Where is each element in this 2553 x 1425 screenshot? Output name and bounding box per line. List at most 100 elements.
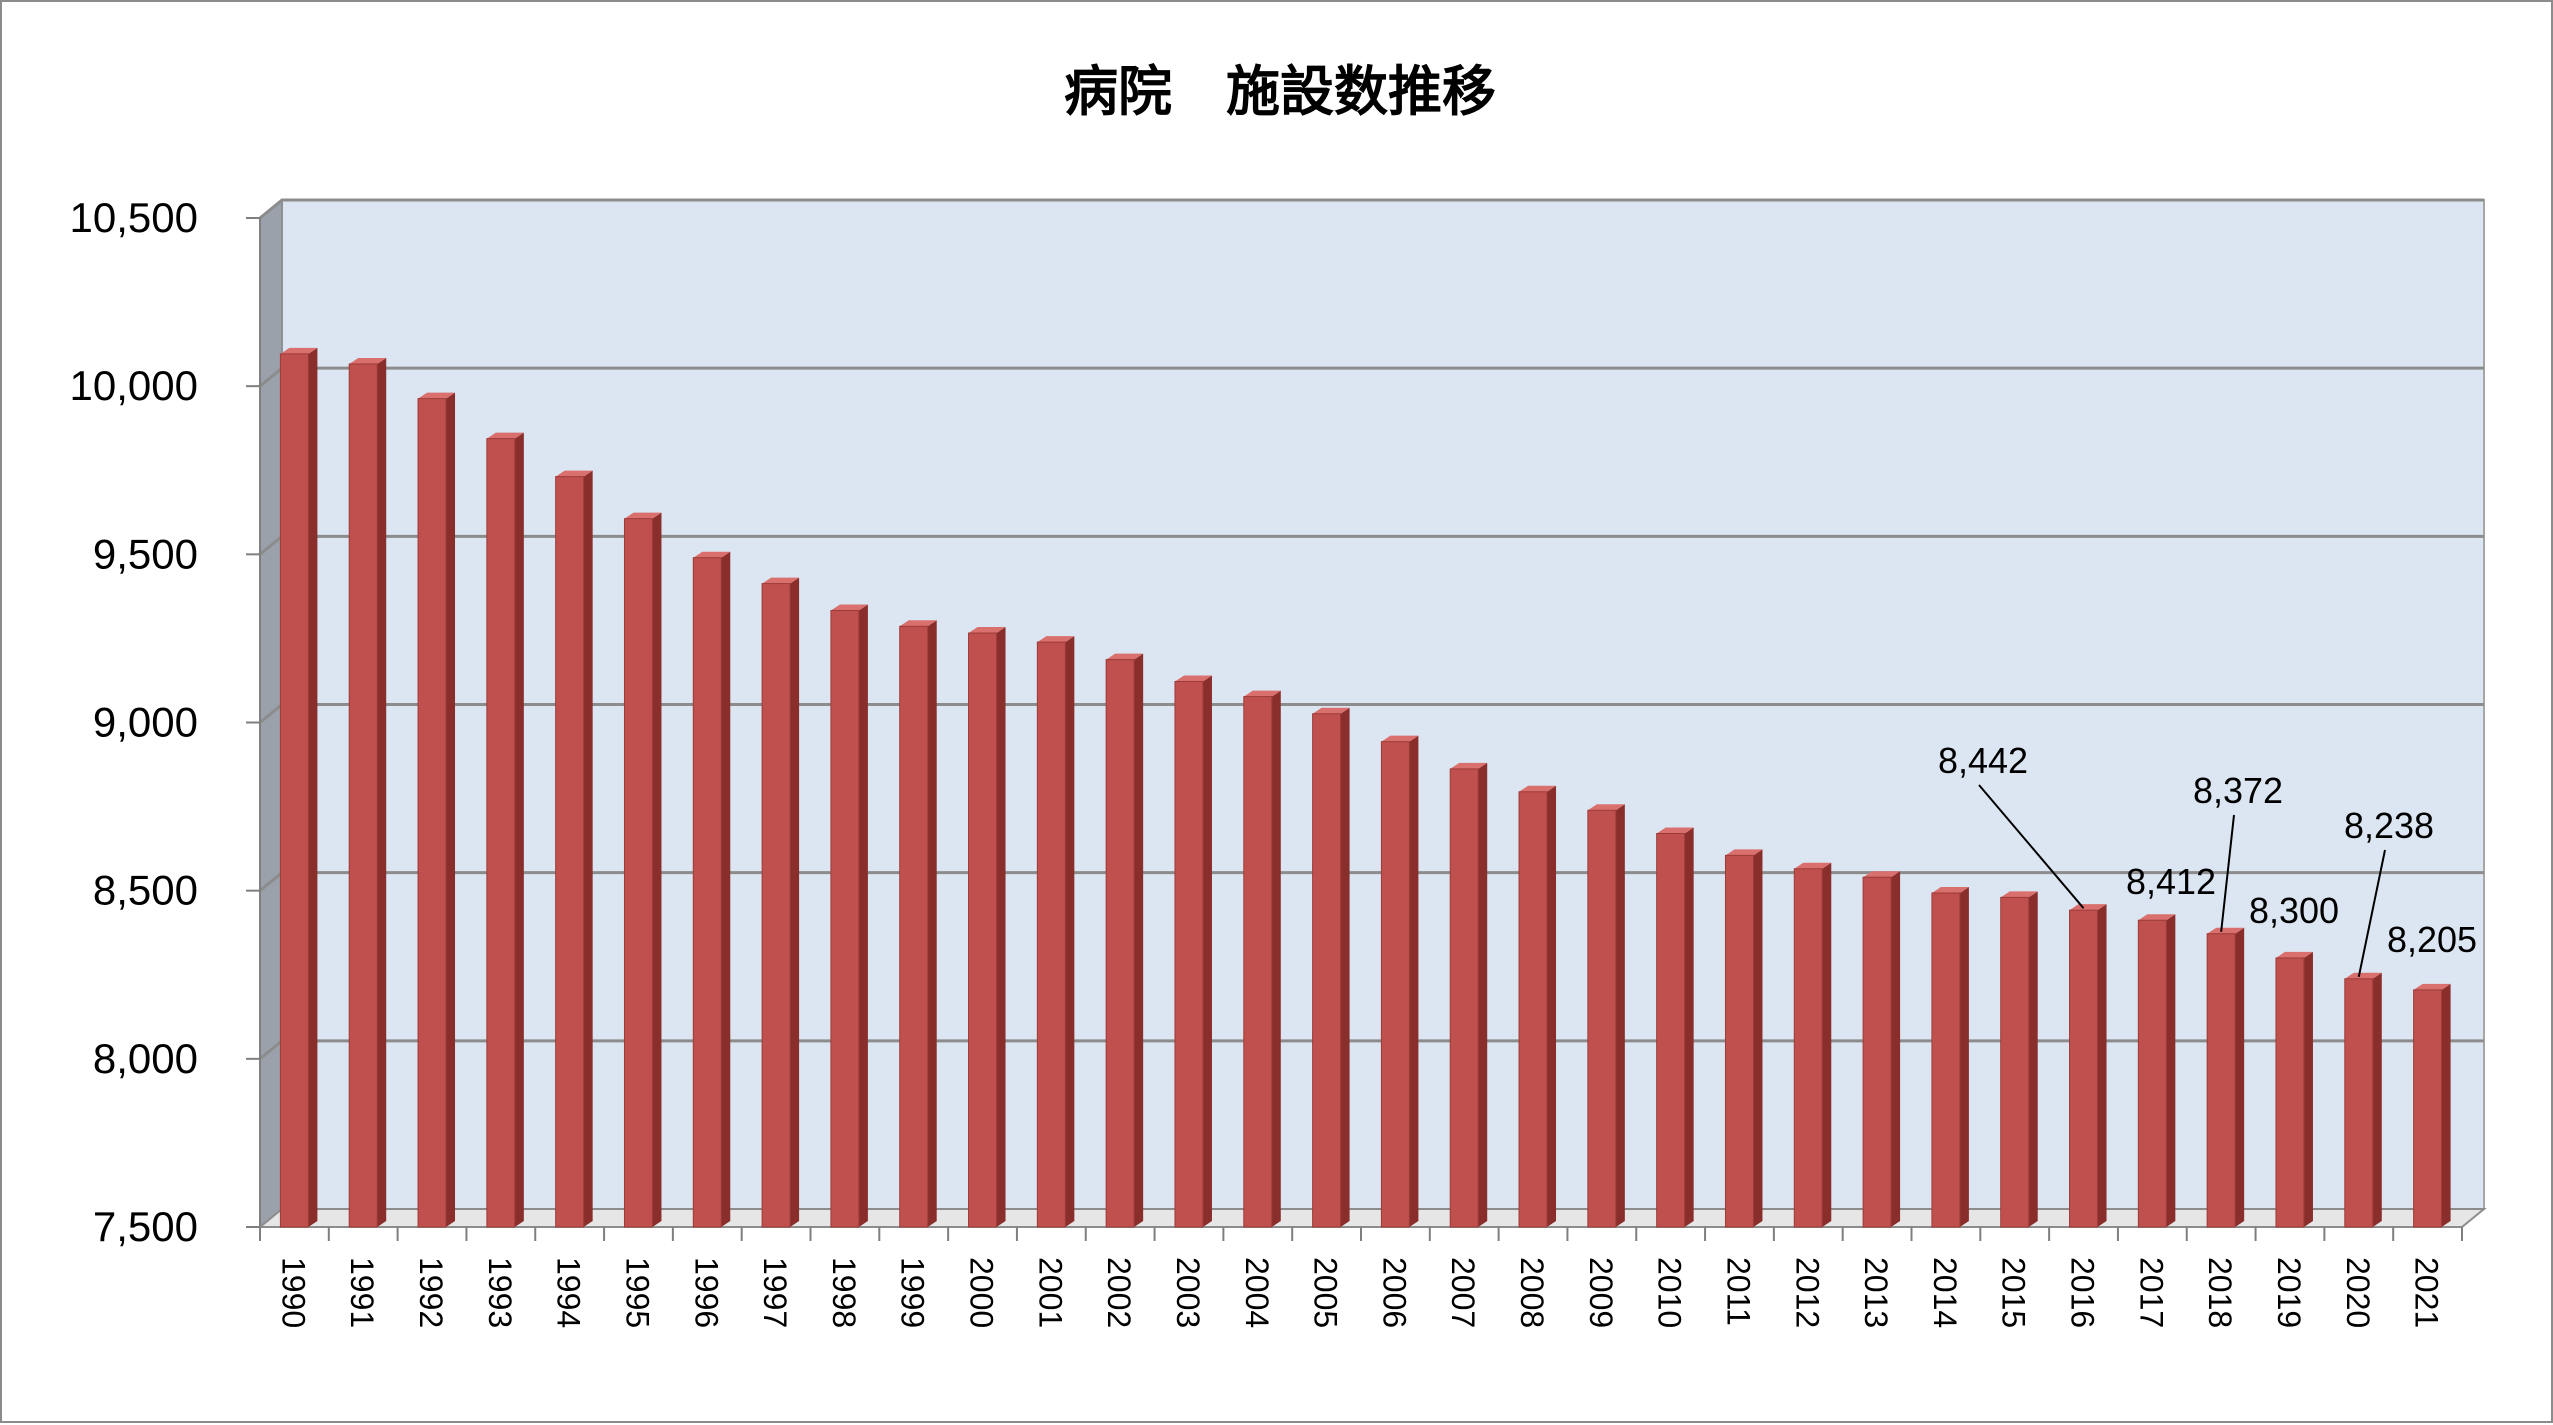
bar-side <box>996 627 1006 1227</box>
bar <box>1931 887 1969 1228</box>
bar <box>1449 762 1488 1228</box>
bar <box>1380 735 1419 1228</box>
bar-side <box>308 347 318 1227</box>
bar-front <box>1862 876 1892 1228</box>
bar <box>279 347 318 1228</box>
bar-top <box>2069 904 2107 911</box>
bar-top <box>1174 675 1212 682</box>
x-tick-label: 2020 <box>2340 1257 2376 1328</box>
bar-top <box>1312 707 1350 714</box>
bar-top <box>1931 887 1969 894</box>
x-tick-label: 1997 <box>757 1257 793 1328</box>
bar-side <box>1409 735 1419 1227</box>
bar <box>1518 785 1557 1228</box>
gridline <box>259 198 2484 220</box>
bar-side <box>1340 707 1350 1227</box>
y-tick-label: 10,500 <box>70 194 198 241</box>
bar-front <box>1587 809 1617 1228</box>
bar-side <box>2372 972 2382 1227</box>
bar-top <box>280 347 318 354</box>
bar-side <box>1547 785 1557 1227</box>
x-tick-label: 2009 <box>1583 1257 1619 1328</box>
bar <box>830 604 868 1228</box>
bar-front <box>1449 768 1479 1228</box>
bar-top <box>1863 871 1901 878</box>
bar-side <box>2166 914 2176 1227</box>
x-axis: 1990 1991 1992 1993 1994 1995 1996 1997 1998 1999… <box>259 1227 2463 1328</box>
x-tick-label: 2016 <box>2065 1257 2101 1328</box>
data-label: 8,412 <box>2126 861 2216 902</box>
x-tick-label: 1992 <box>413 1257 449 1328</box>
bar-top <box>693 551 731 558</box>
x-tick-label: 2001 <box>1032 1257 1068 1328</box>
bar-side <box>583 470 593 1227</box>
bar-front <box>2206 933 2236 1228</box>
x-tick-label: 2005 <box>1308 1257 1344 1328</box>
bar <box>1174 675 1212 1228</box>
y-tick-label: 9,500 <box>93 530 198 577</box>
bar <box>1587 804 1625 1228</box>
bar <box>2137 914 2176 1228</box>
x-tick-label: 1998 <box>826 1257 862 1328</box>
x-tick-label: 2008 <box>1514 1257 1550 1328</box>
y-tick-label: 10,000 <box>70 362 198 409</box>
bar-front <box>623 518 653 1228</box>
bar-top <box>968 627 1006 634</box>
x-tick-label: 2021 <box>2409 1257 2445 1328</box>
bar-top <box>1037 636 1075 643</box>
x-tick-label: 2006 <box>1376 1257 1412 1328</box>
bar-side <box>1753 849 1763 1227</box>
bar-top <box>2275 951 2313 958</box>
bar-side <box>446 392 456 1228</box>
bar-side <box>721 551 731 1227</box>
bar <box>692 551 731 1228</box>
data-label: 8,238 <box>2344 805 2434 846</box>
bar-top <box>2207 927 2245 934</box>
bar-top <box>2138 914 2176 921</box>
bar-front <box>761 583 791 1228</box>
bar <box>1656 827 1694 1228</box>
x-tick-label: 2014 <box>1927 1257 1963 1328</box>
bar-side <box>1822 862 1832 1227</box>
x-tick-label: 1991 <box>344 1257 380 1328</box>
leader-line <box>2220 814 2235 932</box>
bar <box>486 432 524 1228</box>
bar-top <box>1381 735 1419 742</box>
bar <box>2206 927 2245 1228</box>
y-axis: 7,500 8,000 8,500 9,000 9,500 10,000 10,500 <box>70 194 261 1250</box>
bar <box>2069 904 2107 1228</box>
bar-side <box>2441 983 2451 1227</box>
bar-top <box>349 357 387 364</box>
bar-front <box>2000 896 2030 1228</box>
bar-front <box>2069 909 2099 1228</box>
data-label: 8,300 <box>2249 890 2339 931</box>
bar-side <box>2028 891 2038 1227</box>
bar-top <box>762 577 800 584</box>
data-label: 8,205 <box>2387 919 2477 960</box>
bar <box>1105 653 1144 1228</box>
bar-top <box>486 432 524 439</box>
bar-top <box>1106 653 1144 660</box>
bar <box>2413 983 2451 1228</box>
bar-side <box>790 577 800 1227</box>
x-tick-label: 2019 <box>2271 1257 2307 1328</box>
bar <box>2275 951 2313 1228</box>
bar-top <box>1725 849 1763 856</box>
x-tick-label: 2011 <box>1720 1257 1756 1326</box>
bar-front <box>1656 832 1686 1228</box>
bar-side <box>652 512 662 1227</box>
bar-front <box>2413 989 2443 1228</box>
y-tick-label: 8,500 <box>93 867 198 914</box>
bar-side <box>1202 675 1212 1227</box>
bar-top <box>1656 827 1694 834</box>
bar-front <box>2344 978 2374 1228</box>
bar <box>417 392 456 1228</box>
x-tick-label: 2013 <box>1858 1257 1894 1328</box>
x-tick-label: 1994 <box>551 1257 587 1328</box>
bar <box>761 577 800 1228</box>
bar-front <box>899 625 929 1228</box>
bar-top <box>1519 785 1557 792</box>
y-tick-label: 8,000 <box>93 1035 198 1082</box>
bar-top <box>624 512 662 519</box>
